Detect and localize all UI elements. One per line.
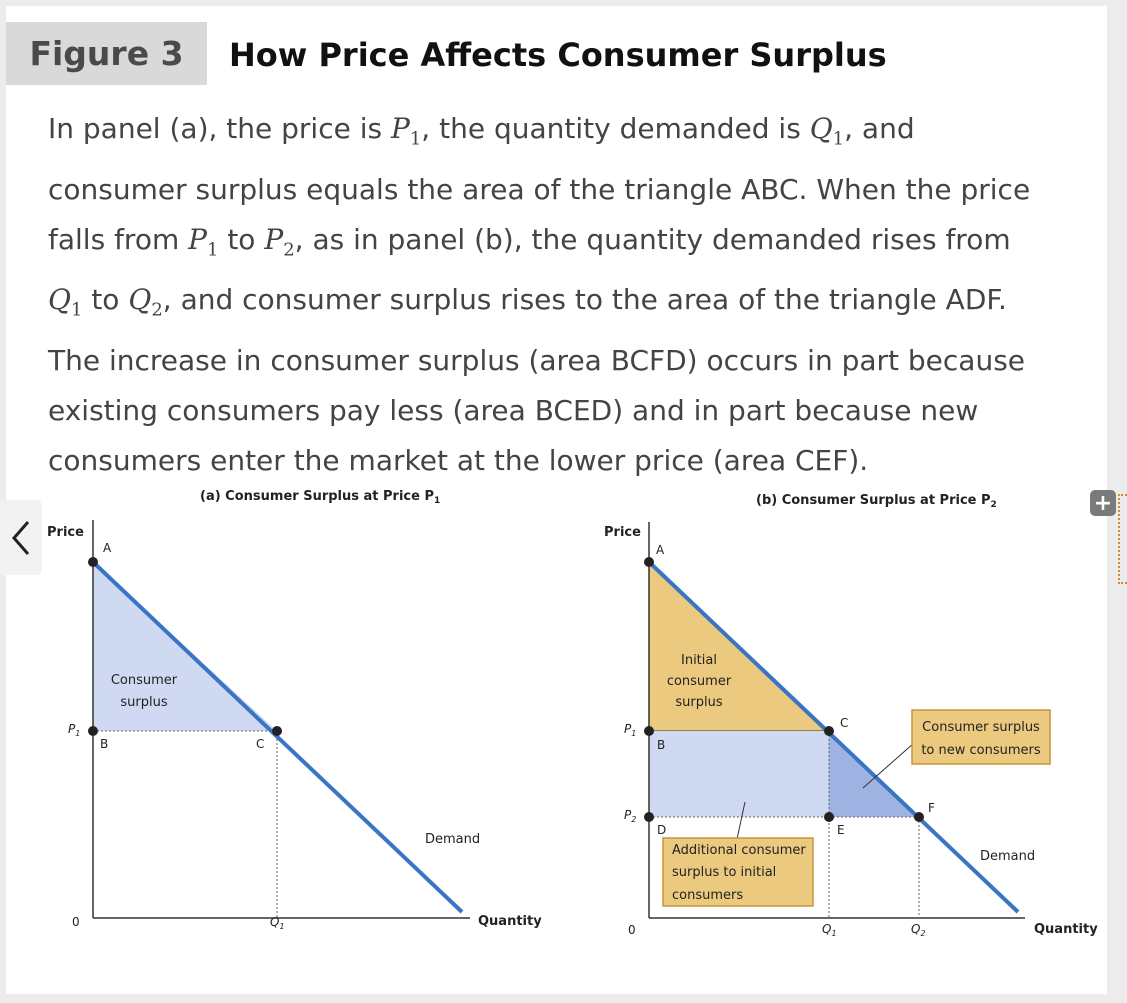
figure-number: Figure 3 [6,22,207,85]
panel-b-point-d [644,812,654,822]
panel-b-additional-label-2: surplus to initial [672,865,776,880]
panel-b-x-axis-label: Quantity [1034,922,1098,937]
panel-b-origin: 0 [628,923,636,937]
panel-b-p1-tick: P1 [624,722,636,738]
panel-a: (a) Consumer Surplus at Price P1 Price A… [47,489,542,931]
panel-b-initial-label-2: consumer [667,674,732,689]
panel-b-new-consumers-pointer [862,742,915,789]
panel-b-new-consumers-label-1: Consumer surplus [922,720,1040,735]
panel-a-demand-label: Demand [425,832,480,847]
panel-b-new-consumers-callout [911,709,1051,765]
panel-b: (b) Consumer Surplus at Price P2 Price A… [604,493,1098,938]
panel-b-initial-label-3: surplus [675,695,722,710]
panel-b-additional-callout [662,837,814,907]
panel-b-title: (b) Consumer Surplus at Price P2 [756,493,997,510]
panel-b-demand-curve [647,560,1020,914]
panel-b-q1-tick: Q1 [822,922,837,938]
chevron-left-icon [12,520,30,555]
panel-a-demand-curve [91,560,464,914]
panel-a-point-b [88,726,98,736]
panel-b-label-d: D [657,823,666,837]
panel-b-new-consumers-label-2: to new consumers [921,743,1041,758]
panel-a-label-c: C [256,737,264,751]
panel-b-point-e [824,812,834,822]
figure-caption: In panel (a), the price is P1, the quant… [48,112,1031,477]
panel-a-region-label-2: surplus [120,695,167,710]
panel-a-title: (a) Consumer Surplus at Price P1 [200,489,440,506]
panel-b-label-e: E [837,823,845,837]
panel-a-price-tick: P1 [68,722,80,738]
panel-a-label-a: A [103,541,112,555]
panel-b-demand-label: Demand [980,849,1035,864]
panel-b-point-a [644,557,654,567]
panel-b-additional-label-3: consumers [672,888,743,903]
panel-a-point-a [88,557,98,567]
panel-b-label-b: B [657,738,665,752]
panel-b-additional-label-1: Additional consumer [672,843,806,858]
previous-figure-button[interactable] [0,500,42,575]
panel-b-p2-tick: P2 [624,808,636,824]
panel-a-x-axis-label: Quantity [478,914,542,929]
panel-a-region-label-1: Consumer [111,673,178,688]
panel-b-point-b [644,726,654,736]
panel-a-qty-tick: Q1 [270,915,285,931]
panel-b-label-c: C [840,716,848,730]
panel-b-additional-pointer [736,801,746,840]
panel-b-additional-surplus-area [649,731,829,817]
figure-title: How Price Affects Consumer Surplus [229,36,887,74]
panel-b-initial-label-1: Initial [681,653,717,668]
plus-icon: + [1093,490,1113,516]
panel-b-point-f [914,812,924,822]
panel-a-label-b: B [100,737,108,751]
panel-b-y-axis-label: Price [604,525,641,540]
panel-a-origin: 0 [72,915,80,929]
panel-a-y-axis-label: Price [47,525,84,540]
panel-b-point-c [824,726,834,736]
figure-card [6,6,1107,994]
panel-b-q2-tick: Q2 [911,922,926,938]
panel-b-label-a: A [656,543,665,557]
expand-button[interactable]: + [1090,490,1116,516]
panel-b-label-f: F [928,801,935,815]
expanded-panel-edge [1118,494,1127,584]
panel-a-point-c [272,726,282,736]
